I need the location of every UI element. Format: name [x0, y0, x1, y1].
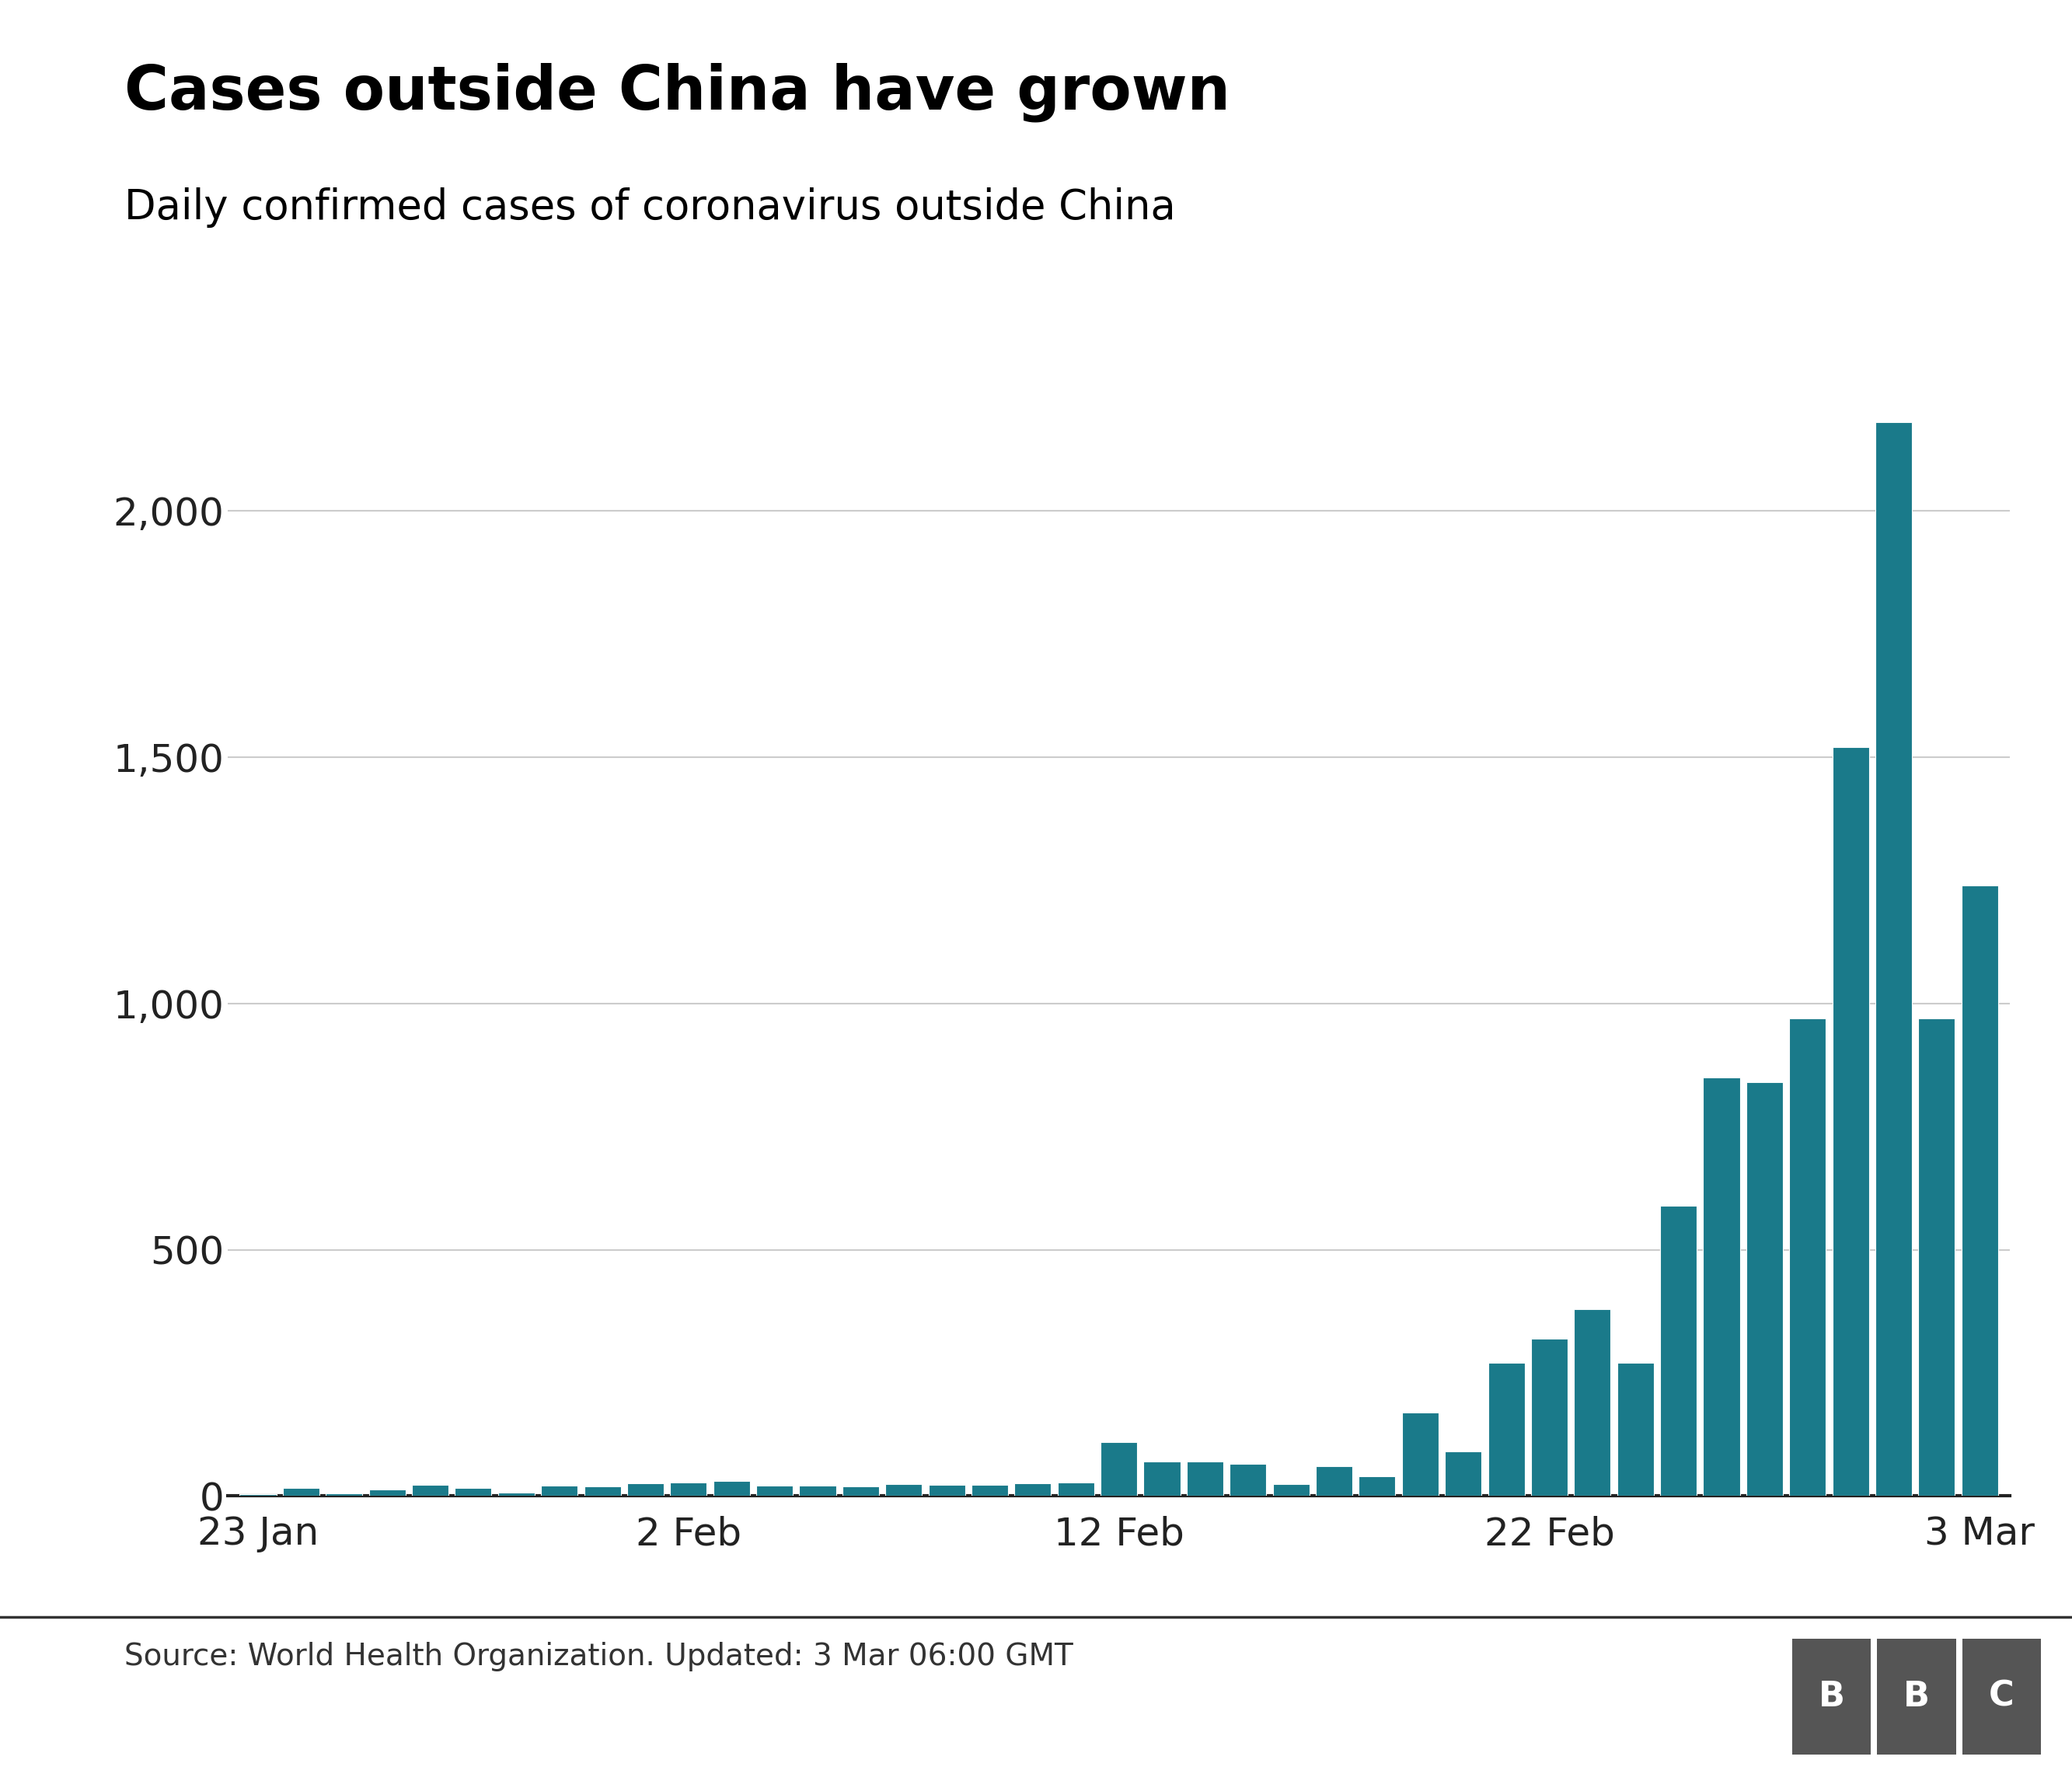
Bar [928, 1485, 966, 1496]
Text: B: B [1819, 1679, 1844, 1713]
Bar [1919, 1019, 1956, 1496]
Bar [800, 1485, 835, 1496]
Bar [1100, 1443, 1138, 1496]
Bar [885, 1484, 922, 1496]
Bar [1875, 422, 1912, 1496]
Text: C: C [1989, 1679, 2014, 1713]
Bar [1575, 1309, 1610, 1496]
Text: Cases outside China have grown: Cases outside China have grown [124, 62, 1231, 121]
Bar [369, 1489, 406, 1496]
Bar [240, 1494, 276, 1496]
Bar [1832, 748, 1869, 1496]
Bar [497, 1492, 535, 1496]
Text: Daily confirmed cases of coronavirus outside China: Daily confirmed cases of coronavirus out… [124, 187, 1175, 228]
Bar [541, 1485, 578, 1496]
Bar [584, 1485, 622, 1496]
Bar [282, 1487, 319, 1496]
Bar [628, 1484, 663, 1496]
Bar [1359, 1476, 1394, 1496]
Bar [1229, 1464, 1266, 1496]
Bar [1403, 1412, 1438, 1496]
Text: Source: World Health Organization. Updated: 3 Mar 06:00 GMT: Source: World Health Organization. Updat… [124, 1642, 1073, 1672]
Bar [1747, 1083, 1782, 1496]
Bar [1057, 1482, 1094, 1496]
Bar [669, 1482, 707, 1496]
Text: B: B [1904, 1679, 1929, 1713]
Bar [756, 1485, 794, 1496]
Bar [1316, 1466, 1353, 1496]
Bar [1790, 1019, 1825, 1496]
Bar [1531, 1338, 1569, 1496]
Bar [1015, 1484, 1051, 1496]
Bar [325, 1492, 363, 1496]
Bar [1660, 1206, 1697, 1496]
Bar [843, 1485, 879, 1496]
Bar [1144, 1462, 1181, 1496]
Bar [1703, 1078, 1740, 1496]
Bar [456, 1487, 491, 1496]
Bar [1962, 885, 1997, 1496]
Bar [1444, 1452, 1481, 1496]
Bar [972, 1485, 1009, 1496]
Bar [1616, 1362, 1653, 1496]
Bar [412, 1485, 448, 1496]
Bar [1187, 1462, 1222, 1496]
Bar [1488, 1362, 1525, 1496]
Bar [1272, 1484, 1310, 1496]
Bar [713, 1482, 750, 1496]
